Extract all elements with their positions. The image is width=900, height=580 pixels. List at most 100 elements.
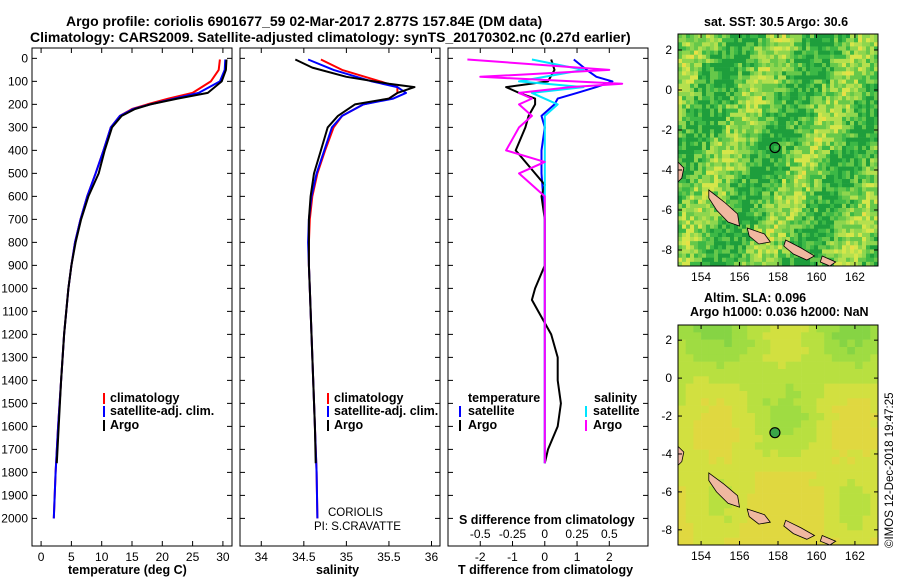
map-cell	[766, 50, 771, 56]
map-cell	[701, 530, 710, 538]
map-cell	[862, 479, 871, 487]
map-cell	[786, 58, 791, 64]
map-cell	[746, 129, 751, 134]
map-cell	[831, 464, 840, 472]
map-cell	[806, 166, 811, 172]
map-cell	[718, 241, 723, 246]
map-cell	[747, 398, 756, 406]
map-cell	[790, 257, 795, 263]
map-cell	[742, 121, 747, 126]
map-cell	[838, 166, 843, 172]
map-cell	[754, 354, 763, 362]
map-cell	[734, 125, 739, 130]
map-cell	[686, 253, 691, 259]
map-cell	[750, 54, 755, 60]
map-cell	[694, 108, 699, 114]
map-cell	[770, 471, 779, 480]
map-cell	[830, 170, 835, 176]
map-cell	[750, 121, 755, 126]
map-cell	[839, 457, 848, 465]
map-cell	[758, 125, 763, 130]
map-cell	[806, 104, 811, 109]
map-cell	[834, 108, 839, 114]
map-cell	[778, 116, 783, 122]
map-cell	[854, 325, 863, 333]
map-cell	[762, 112, 767, 118]
map-cell	[734, 116, 739, 122]
map-cell	[758, 191, 763, 196]
map-cell	[774, 170, 779, 176]
map-cell	[785, 361, 794, 370]
map-cell	[690, 170, 695, 176]
map-cell	[785, 464, 794, 472]
map-cell	[778, 405, 786, 414]
map-cell	[742, 187, 747, 192]
map-cell	[794, 212, 799, 217]
map-cell	[870, 79, 875, 85]
map-cell	[698, 137, 703, 143]
map-cell	[690, 141, 695, 147]
map-cell	[794, 162, 799, 167]
map-cell	[839, 479, 848, 487]
map-cell	[816, 420, 825, 428]
map-cell	[762, 174, 767, 180]
map-cell	[834, 104, 839, 109]
map-cell	[734, 249, 739, 254]
map-cell	[702, 79, 707, 85]
map-cell	[742, 46, 747, 51]
map-cell	[794, 87, 799, 93]
map-cell	[842, 83, 847, 89]
map-cell	[710, 253, 715, 259]
map-cell	[801, 449, 810, 458]
series-line-argo	[55, 59, 228, 464]
map-cell	[834, 245, 839, 250]
map-cell	[808, 398, 817, 406]
map-cell	[750, 187, 755, 192]
map-cell	[785, 457, 794, 465]
map-cell	[785, 376, 794, 384]
map-cell	[810, 129, 815, 134]
map-cell	[722, 46, 727, 51]
map-cell	[822, 261, 827, 267]
map-cell	[701, 347, 710, 355]
map-cell	[746, 166, 751, 172]
map-cell	[808, 486, 817, 494]
map-cell	[874, 100, 879, 105]
map-cell	[770, 245, 775, 250]
map-cell	[826, 75, 831, 80]
map-cell	[766, 141, 771, 147]
map-cell	[693, 325, 702, 333]
map-cell	[746, 38, 751, 43]
map-cell	[818, 166, 823, 172]
map-cell	[839, 508, 848, 516]
map-cell	[754, 125, 759, 130]
map-cell	[854, 50, 859, 56]
map-cell	[694, 220, 699, 225]
map-cell	[746, 220, 751, 225]
map-cell	[854, 216, 859, 221]
map-cell	[678, 83, 683, 89]
map-cell	[785, 471, 794, 480]
map-cell	[830, 83, 835, 89]
map-cell	[739, 435, 748, 443]
map-cell	[734, 129, 739, 134]
map-cell	[738, 129, 743, 134]
map-cell	[790, 232, 795, 238]
map-cell	[870, 493, 879, 502]
map-cell	[690, 71, 695, 76]
map-cell	[810, 121, 815, 126]
map-cell	[686, 154, 691, 159]
map-cell	[842, 208, 847, 213]
map-cell	[818, 187, 823, 192]
map-cell	[786, 96, 791, 101]
map-cell	[770, 501, 779, 509]
map-cell	[838, 54, 843, 60]
map-cell	[724, 347, 733, 355]
map-cell	[766, 87, 771, 93]
map-cell	[750, 253, 755, 259]
map-cell	[818, 87, 823, 93]
map-cell	[839, 537, 848, 546]
map-cell	[842, 42, 847, 47]
map-cell	[685, 435, 694, 443]
map-cell	[793, 435, 802, 443]
